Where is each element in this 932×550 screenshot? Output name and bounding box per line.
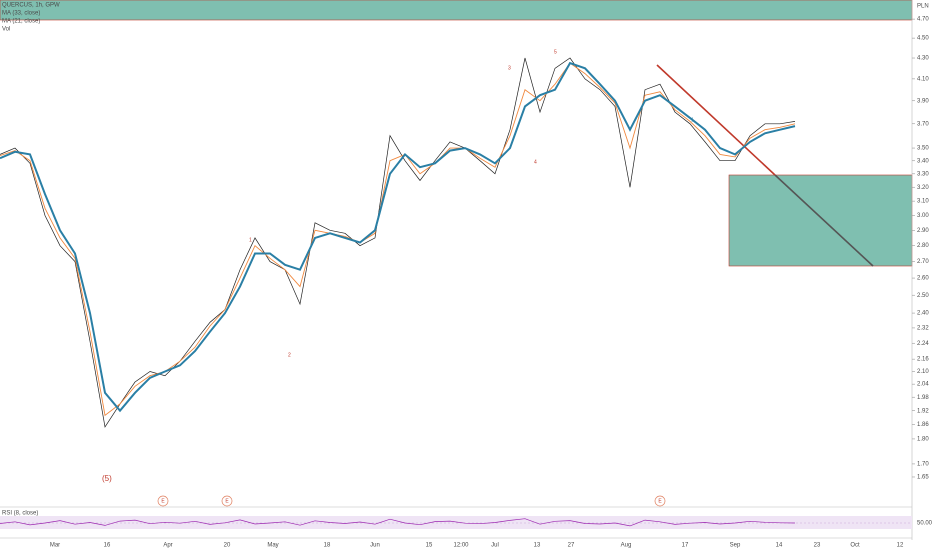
earnings-label: E (161, 498, 165, 504)
legend-item: MA (21, close) (2, 19, 40, 25)
series-line (0, 61, 796, 413)
y-tick-label: 3.90 (917, 98, 929, 104)
trend-line (656, 64, 776, 176)
y-tick-label: 1.70 (917, 461, 929, 467)
y-tick-label: 1.80 (917, 436, 929, 442)
x-tick-label: 16 (104, 543, 111, 549)
y-tick-label: 3.40 (917, 158, 929, 164)
y-tick-label: 3.00 (917, 213, 929, 219)
y-tick-label: 3.20 (917, 185, 929, 191)
y-tick-label: 2.24 (917, 341, 929, 347)
series-line (0, 57, 796, 428)
x-tick-label: Jul (491, 543, 499, 549)
y-tick-label: 2.50 (917, 293, 929, 299)
wave-label: 3 (508, 65, 511, 71)
y-tick-label: 2.40 (917, 311, 929, 317)
earnings-marker[interactable] (221, 495, 233, 507)
wave-label: (5) (102, 474, 112, 483)
x-tick-label: May (267, 543, 278, 549)
y-tick-label: 3.30 (917, 171, 929, 177)
y-tick-label: 2.32 (917, 325, 929, 331)
y-tick-label: 3.10 (917, 199, 929, 205)
x-tick-label: Jun (370, 543, 380, 549)
earnings-marker[interactable] (654, 495, 666, 507)
earnings-label: E (225, 498, 229, 504)
wave-label: 2 (288, 352, 291, 358)
x-tick-label: Oct (850, 543, 860, 549)
y-tick-label: 1.86 (917, 422, 929, 428)
range-box-top (0, 0, 913, 21)
x-tick-label: 14 (776, 543, 783, 549)
symbol-title: QUERCUS, 1h, GPW (2, 3, 60, 9)
y-tick-label: 1.65 (917, 475, 929, 481)
x-tick-label: 12:00 (453, 543, 469, 549)
rsi-label: RSI (8, close) (2, 511, 38, 517)
y-tick-label: 2.10 (917, 369, 929, 375)
y-tick-label: 2.16 (917, 357, 929, 363)
y-tick-label: 2.90 (917, 228, 929, 234)
x-tick-label: 12 (897, 543, 904, 549)
x-tick-label: Sep (730, 543, 741, 549)
rsi-line (0, 518, 796, 527)
y-tick-label: 3.70 (917, 121, 929, 127)
trend-line-extension (774, 174, 874, 267)
legend-item: MA (33, close) (2, 11, 40, 17)
x-tick-label: 13 (534, 543, 541, 549)
y-tick-label: 2.04 (917, 382, 929, 388)
y-tick-label: 2.80 (917, 243, 929, 249)
x-tick-label: 23 (814, 543, 821, 549)
earnings-label: E (658, 498, 662, 504)
y-tick-label: 4.50 (917, 36, 929, 42)
x-tick-label: 17 (682, 543, 689, 549)
y-tick-label: 4.10 (917, 76, 929, 82)
x-tick-label: Apr (163, 543, 172, 549)
y-tick-label: 4.70 (917, 17, 929, 23)
series-line (0, 62, 796, 417)
wave-label: 1 (249, 237, 252, 243)
y-tick-label: 2.70 (917, 259, 929, 265)
rsi-tick-label: 50.00 (917, 521, 932, 527)
y-tick-label: 2.60 (917, 276, 929, 282)
y-tick-label: 4.30 (917, 56, 929, 62)
range-box (728, 174, 913, 267)
y-tick-label: 1.92 (917, 408, 929, 414)
x-tick-label: 27 (568, 543, 575, 549)
x-tick-label: 15 (426, 543, 433, 549)
x-tick-label: 20 (224, 543, 231, 549)
legend-item: Vol (2, 27, 10, 33)
y-tick-label: 3.50 (917, 146, 929, 152)
rsi-band (0, 516, 912, 529)
wave-label: 4 (534, 159, 537, 165)
currency-label: PLN (917, 4, 929, 10)
y-tick-label: 1.98 (917, 395, 929, 401)
earnings-marker[interactable] (157, 495, 169, 507)
x-tick-label: Mar (50, 543, 60, 549)
x-tick-label: Aug (621, 543, 632, 549)
x-tick-label: 18 (324, 543, 331, 549)
wave-label: 5 (554, 49, 557, 55)
